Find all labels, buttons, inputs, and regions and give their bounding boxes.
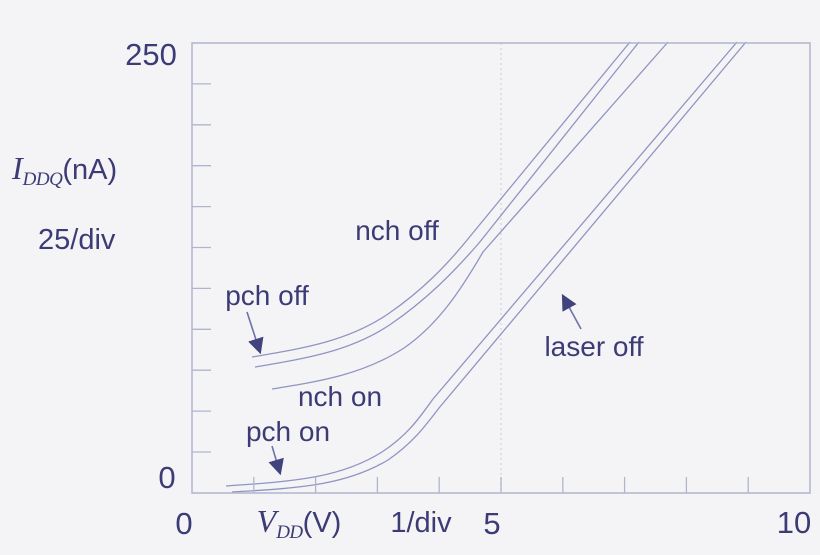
x-axis-mid-label: 5 <box>483 506 501 541</box>
x-axis-max-label: 10 <box>776 505 812 540</box>
pch-off-arrow <box>246 311 264 355</box>
curve-group <box>225 41 747 493</box>
y-axis-title: IDDQ(nA) <box>12 150 118 191</box>
y-axis-symbol: I <box>12 150 23 186</box>
x-axis-per-div-label: 1/div <box>390 507 452 539</box>
x-ticks <box>253 477 749 493</box>
x-axis-min-label: 0 <box>175 506 193 541</box>
laser-off-arrow <box>561 293 582 330</box>
laser-off-label: laser off <box>544 331 644 362</box>
y-axis-min-label: 0 <box>158 460 176 495</box>
nch-on-label: nch on <box>297 381 383 412</box>
pch-on-arrow <box>268 445 284 476</box>
x-axis-unit: (V) <box>302 507 342 539</box>
curve-laser-off <box>231 41 747 493</box>
pch-off-label: pch off <box>225 280 309 311</box>
y-axis-unit: (nA) <box>62 154 118 186</box>
y-ticks <box>192 83 211 453</box>
curve-pch-on <box>225 41 738 487</box>
x-axis-symbol-subscript: DD <box>276 522 303 543</box>
curve-nch-off <box>251 41 631 358</box>
nch-off-label: nch off <box>355 215 439 246</box>
y-axis-per-div-label: 25/div <box>38 224 116 256</box>
pch-on-label: pch on <box>245 416 331 447</box>
y-axis-max-label: 250 <box>125 37 177 72</box>
annotation-arrows <box>246 293 582 476</box>
curve-nch-on <box>271 41 669 390</box>
x-axis-symbol: V <box>256 503 277 539</box>
y-axis-symbol-subscript: DDQ <box>22 169 63 190</box>
x-axis-title: VDD(V) <box>256 503 342 544</box>
curve-pch-off <box>254 41 640 368</box>
